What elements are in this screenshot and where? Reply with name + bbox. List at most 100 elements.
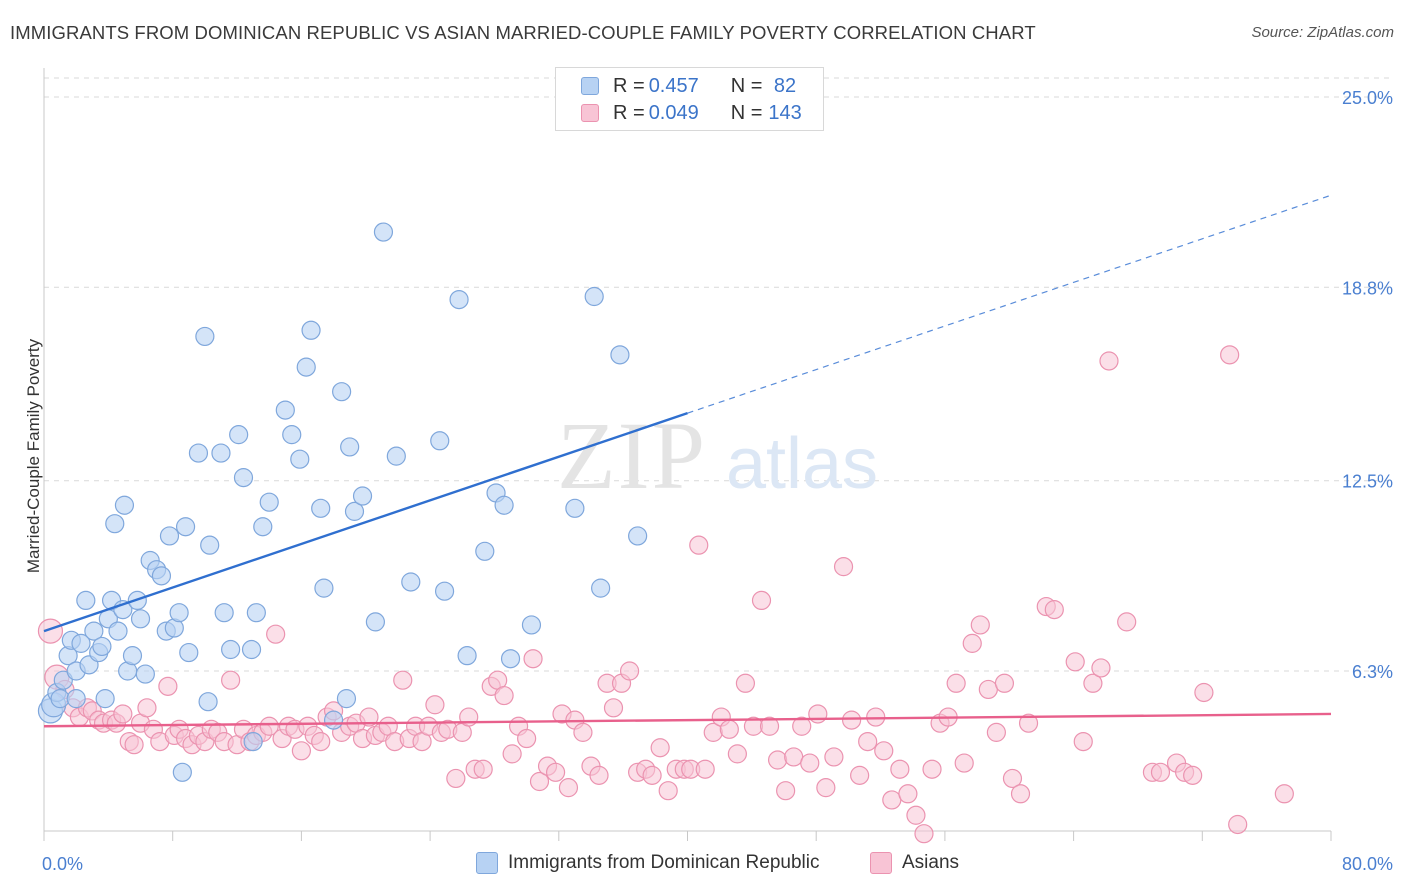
asians-point [37, 618, 64, 644]
asians-point [517, 728, 537, 749]
asians-point [906, 805, 926, 825]
asians-point [719, 719, 739, 739]
dominican-point [105, 514, 125, 534]
dominican-trend-extension [687, 194, 1332, 414]
asians-point [124, 735, 144, 755]
asians-point [545, 762, 566, 782]
asians-point [1220, 345, 1240, 365]
dominican-point [282, 425, 302, 445]
correlation-legend: R = 0.457 N = 82 R = 0.049 N = 143 [555, 67, 824, 131]
dominican-point [352, 486, 373, 506]
dominican-point [401, 572, 421, 592]
asians-point [808, 704, 828, 724]
asians-point [784, 747, 804, 767]
asians-point [882, 790, 902, 810]
asians-point [792, 716, 812, 736]
y-tick-label: 18.8% [1342, 278, 1393, 298]
dominican-point [628, 526, 648, 546]
asians-point [589, 765, 609, 785]
dominican-point [114, 495, 135, 515]
asians-point [137, 698, 157, 718]
dominican-point [494, 495, 514, 515]
legend-item-dominican: Immigrants from Dominican Republic [476, 852, 820, 874]
dominican-point [169, 603, 189, 623]
asians-point [221, 670, 241, 690]
asians-point [735, 673, 756, 693]
asians-point [759, 716, 780, 736]
x-tick-label-max: 80.0% [1342, 854, 1393, 874]
dominican-point [253, 517, 273, 537]
asians-point [994, 673, 1015, 693]
dominican-point [314, 578, 334, 598]
pink-swatch-icon [870, 852, 892, 874]
dominican-point [521, 615, 542, 635]
asians-point [658, 781, 678, 801]
y-tick-label: 25.0% [1342, 88, 1393, 108]
asians-point [1183, 765, 1203, 785]
dominican-point [610, 345, 630, 365]
dominican-point [108, 621, 128, 641]
dominican-point [565, 498, 585, 518]
dominican-point [188, 443, 209, 463]
dominican-point [591, 578, 611, 598]
asians-point [619, 661, 640, 681]
dominican-point [301, 320, 321, 340]
asians-point [776, 781, 796, 801]
dominican-point [179, 642, 199, 663]
dominican-point [475, 541, 495, 561]
asians-point [1099, 351, 1119, 371]
y-axis-tick-labels: 6.3% 12.5% 18.8% 25.0% [1342, 88, 1393, 682]
asians-point [800, 753, 820, 773]
dominican-point [172, 762, 192, 782]
asians-point [874, 741, 894, 761]
asians-point [1117, 612, 1137, 632]
asians-point [986, 722, 1006, 742]
x-tick-label-min: 0.0% [42, 854, 83, 874]
x-axis-tick-labels: 0.0% 80.0% [42, 854, 1393, 874]
asians-point [473, 759, 493, 779]
dominican-point [457, 646, 477, 666]
dominican-point [246, 603, 266, 623]
asians-point [558, 778, 579, 798]
asians-trend-line [43, 712, 1332, 728]
dominican-point [159, 526, 180, 546]
asians-point [922, 759, 942, 779]
dominican-point [122, 646, 143, 666]
dominican-point [386, 446, 406, 466]
dominican-point [198, 692, 218, 712]
asians-point [914, 824, 934, 844]
asians-point [603, 698, 624, 718]
asians-point [1065, 652, 1085, 672]
asians-point [158, 676, 178, 696]
chart-title: IMMIGRANTS FROM DOMINICAN REPUBLIC VS AS… [10, 22, 1036, 43]
asians-point [1274, 784, 1294, 804]
legend-n-label: N = [730, 74, 763, 97]
dominican-point [311, 498, 331, 518]
pink-swatch-icon [581, 104, 599, 122]
dominican-point [241, 639, 262, 660]
dominican-point [92, 636, 112, 657]
dominican-point [296, 357, 316, 377]
dominican-point [200, 535, 220, 555]
dominican-point [130, 609, 151, 629]
legend-n-value: 143 [768, 101, 802, 124]
asians-point [1194, 682, 1214, 703]
grid-lines [44, 77, 1393, 672]
legend-n-label: N = [730, 101, 763, 124]
dominican-point [336, 689, 357, 709]
asians-point [850, 765, 870, 785]
dominican-point [229, 425, 249, 445]
y-tick-label: 12.5% [1342, 472, 1393, 492]
blue-swatch-icon [476, 852, 498, 874]
asians-point [695, 759, 715, 779]
dominican-points [37, 222, 648, 782]
dominican-point [323, 710, 344, 730]
dominican-point [584, 286, 604, 307]
dominican-point [340, 437, 360, 457]
asians-point [393, 670, 413, 690]
legend-row-asians: R = 0.049 N = 143 [581, 100, 802, 126]
legend-item-asians: Asians [870, 852, 959, 874]
asians-point [1044, 600, 1064, 620]
asians-point [359, 707, 379, 727]
